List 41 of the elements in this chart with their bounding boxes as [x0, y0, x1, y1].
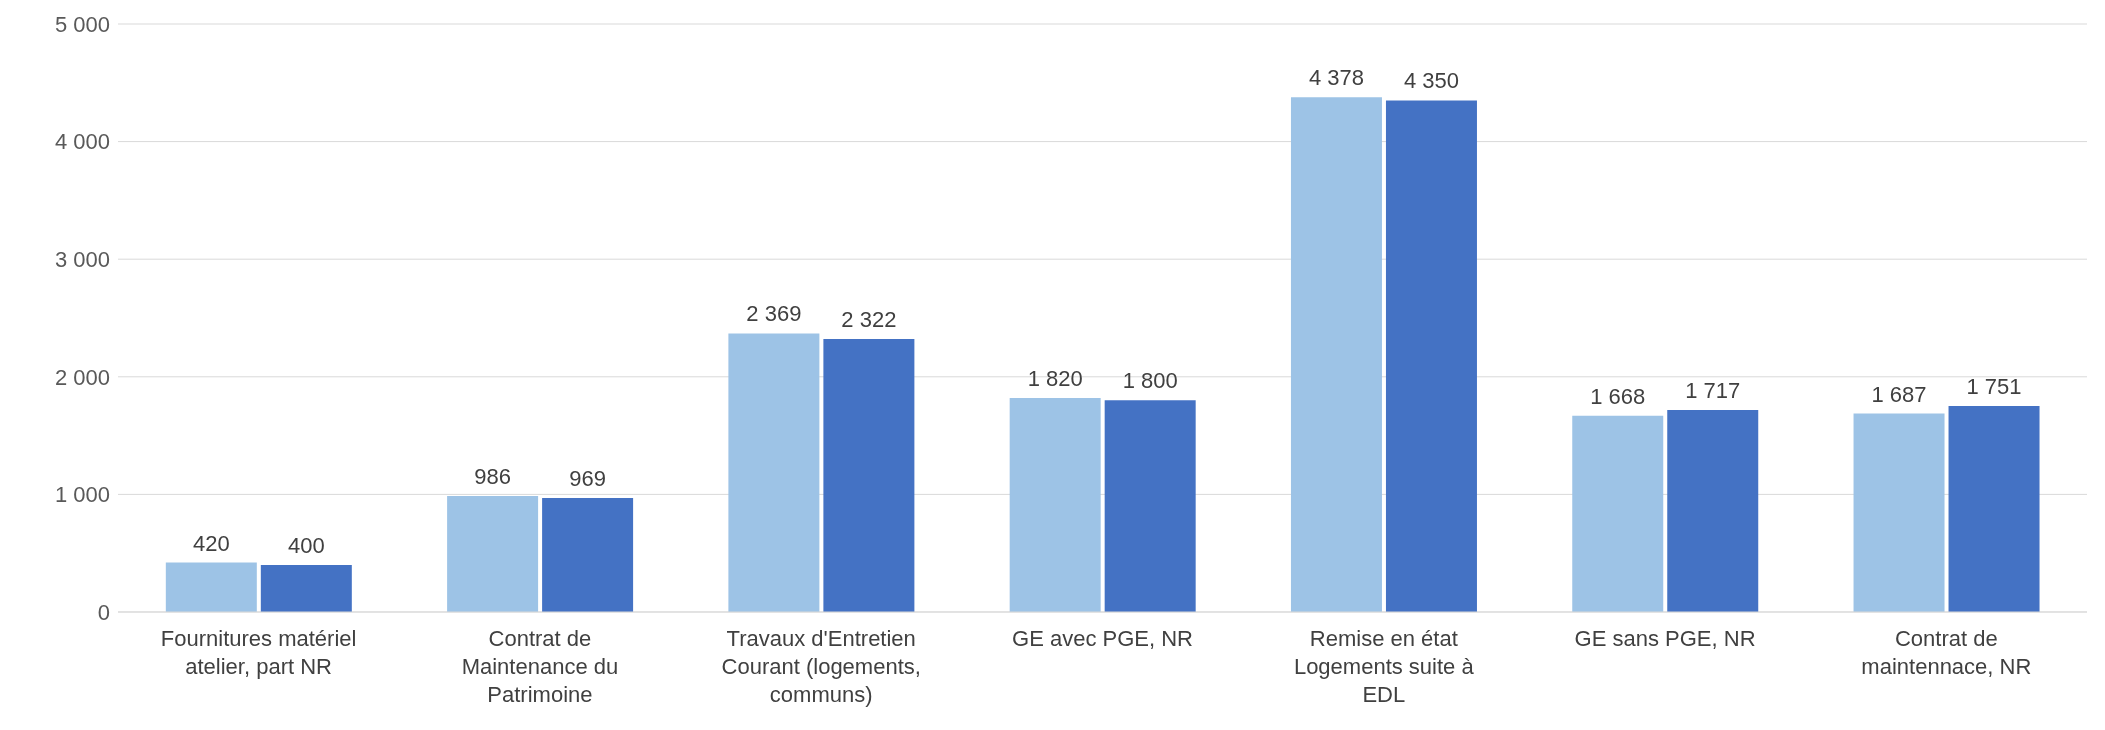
data-label: 1 717 [1685, 378, 1741, 404]
bar [447, 496, 539, 612]
y-tick-label: 4 000 [54, 129, 110, 155]
data-label: 1 800 [1122, 368, 1178, 394]
y-tick-label: 0 [97, 599, 110, 625]
data-label: 1 687 [1871, 381, 1927, 407]
x-tick-label: Fournitures matériel atelier, part NR [160, 626, 357, 679]
x-tick-label: GE sans PGE, NR [1574, 626, 1756, 651]
y-tick-label: 2 000 [54, 364, 110, 390]
data-label: 1 668 [1590, 383, 1646, 409]
x-tick-label: Remise en état Logements suite à EDL [1293, 626, 1475, 707]
bar [1385, 100, 1477, 612]
bar [1009, 397, 1101, 612]
bar [1290, 97, 1382, 612]
bar [542, 498, 634, 612]
data-label: 1 751 [1966, 374, 2022, 400]
data-label: 400 [287, 532, 325, 558]
bar [1948, 406, 2040, 612]
data-label: 4 378 [1308, 65, 1364, 91]
y-tick-label: 1 000 [54, 482, 110, 508]
data-label: 1 820 [1027, 365, 1083, 391]
data-label: 2 322 [841, 306, 897, 332]
bar [1572, 415, 1664, 612]
data-label: 2 369 [746, 301, 802, 327]
bar [165, 562, 257, 612]
x-tick-label: Travaux d'Entretien Courant (logements, communs) [721, 626, 921, 707]
x-tick-label: Contrat de Maintenance du Patrimoine [461, 626, 619, 707]
x-tick-label: Contrat de maintennace, NR [1861, 626, 2032, 679]
data-label: 986 [474, 464, 511, 490]
data-label: 4 350 [1403, 68, 1459, 94]
bar [1667, 410, 1759, 612]
bar [728, 333, 820, 612]
y-tick-label: 5 000 [54, 11, 110, 37]
x-tick-label: GE avec PGE, NR [1012, 626, 1193, 651]
y-tick-label: 3 000 [54, 247, 110, 273]
data-label: 420 [192, 530, 230, 556]
bar [1853, 413, 1945, 612]
bar [1104, 400, 1196, 612]
data-label: 969 [569, 466, 606, 492]
bar [260, 564, 352, 612]
bar [823, 338, 915, 612]
